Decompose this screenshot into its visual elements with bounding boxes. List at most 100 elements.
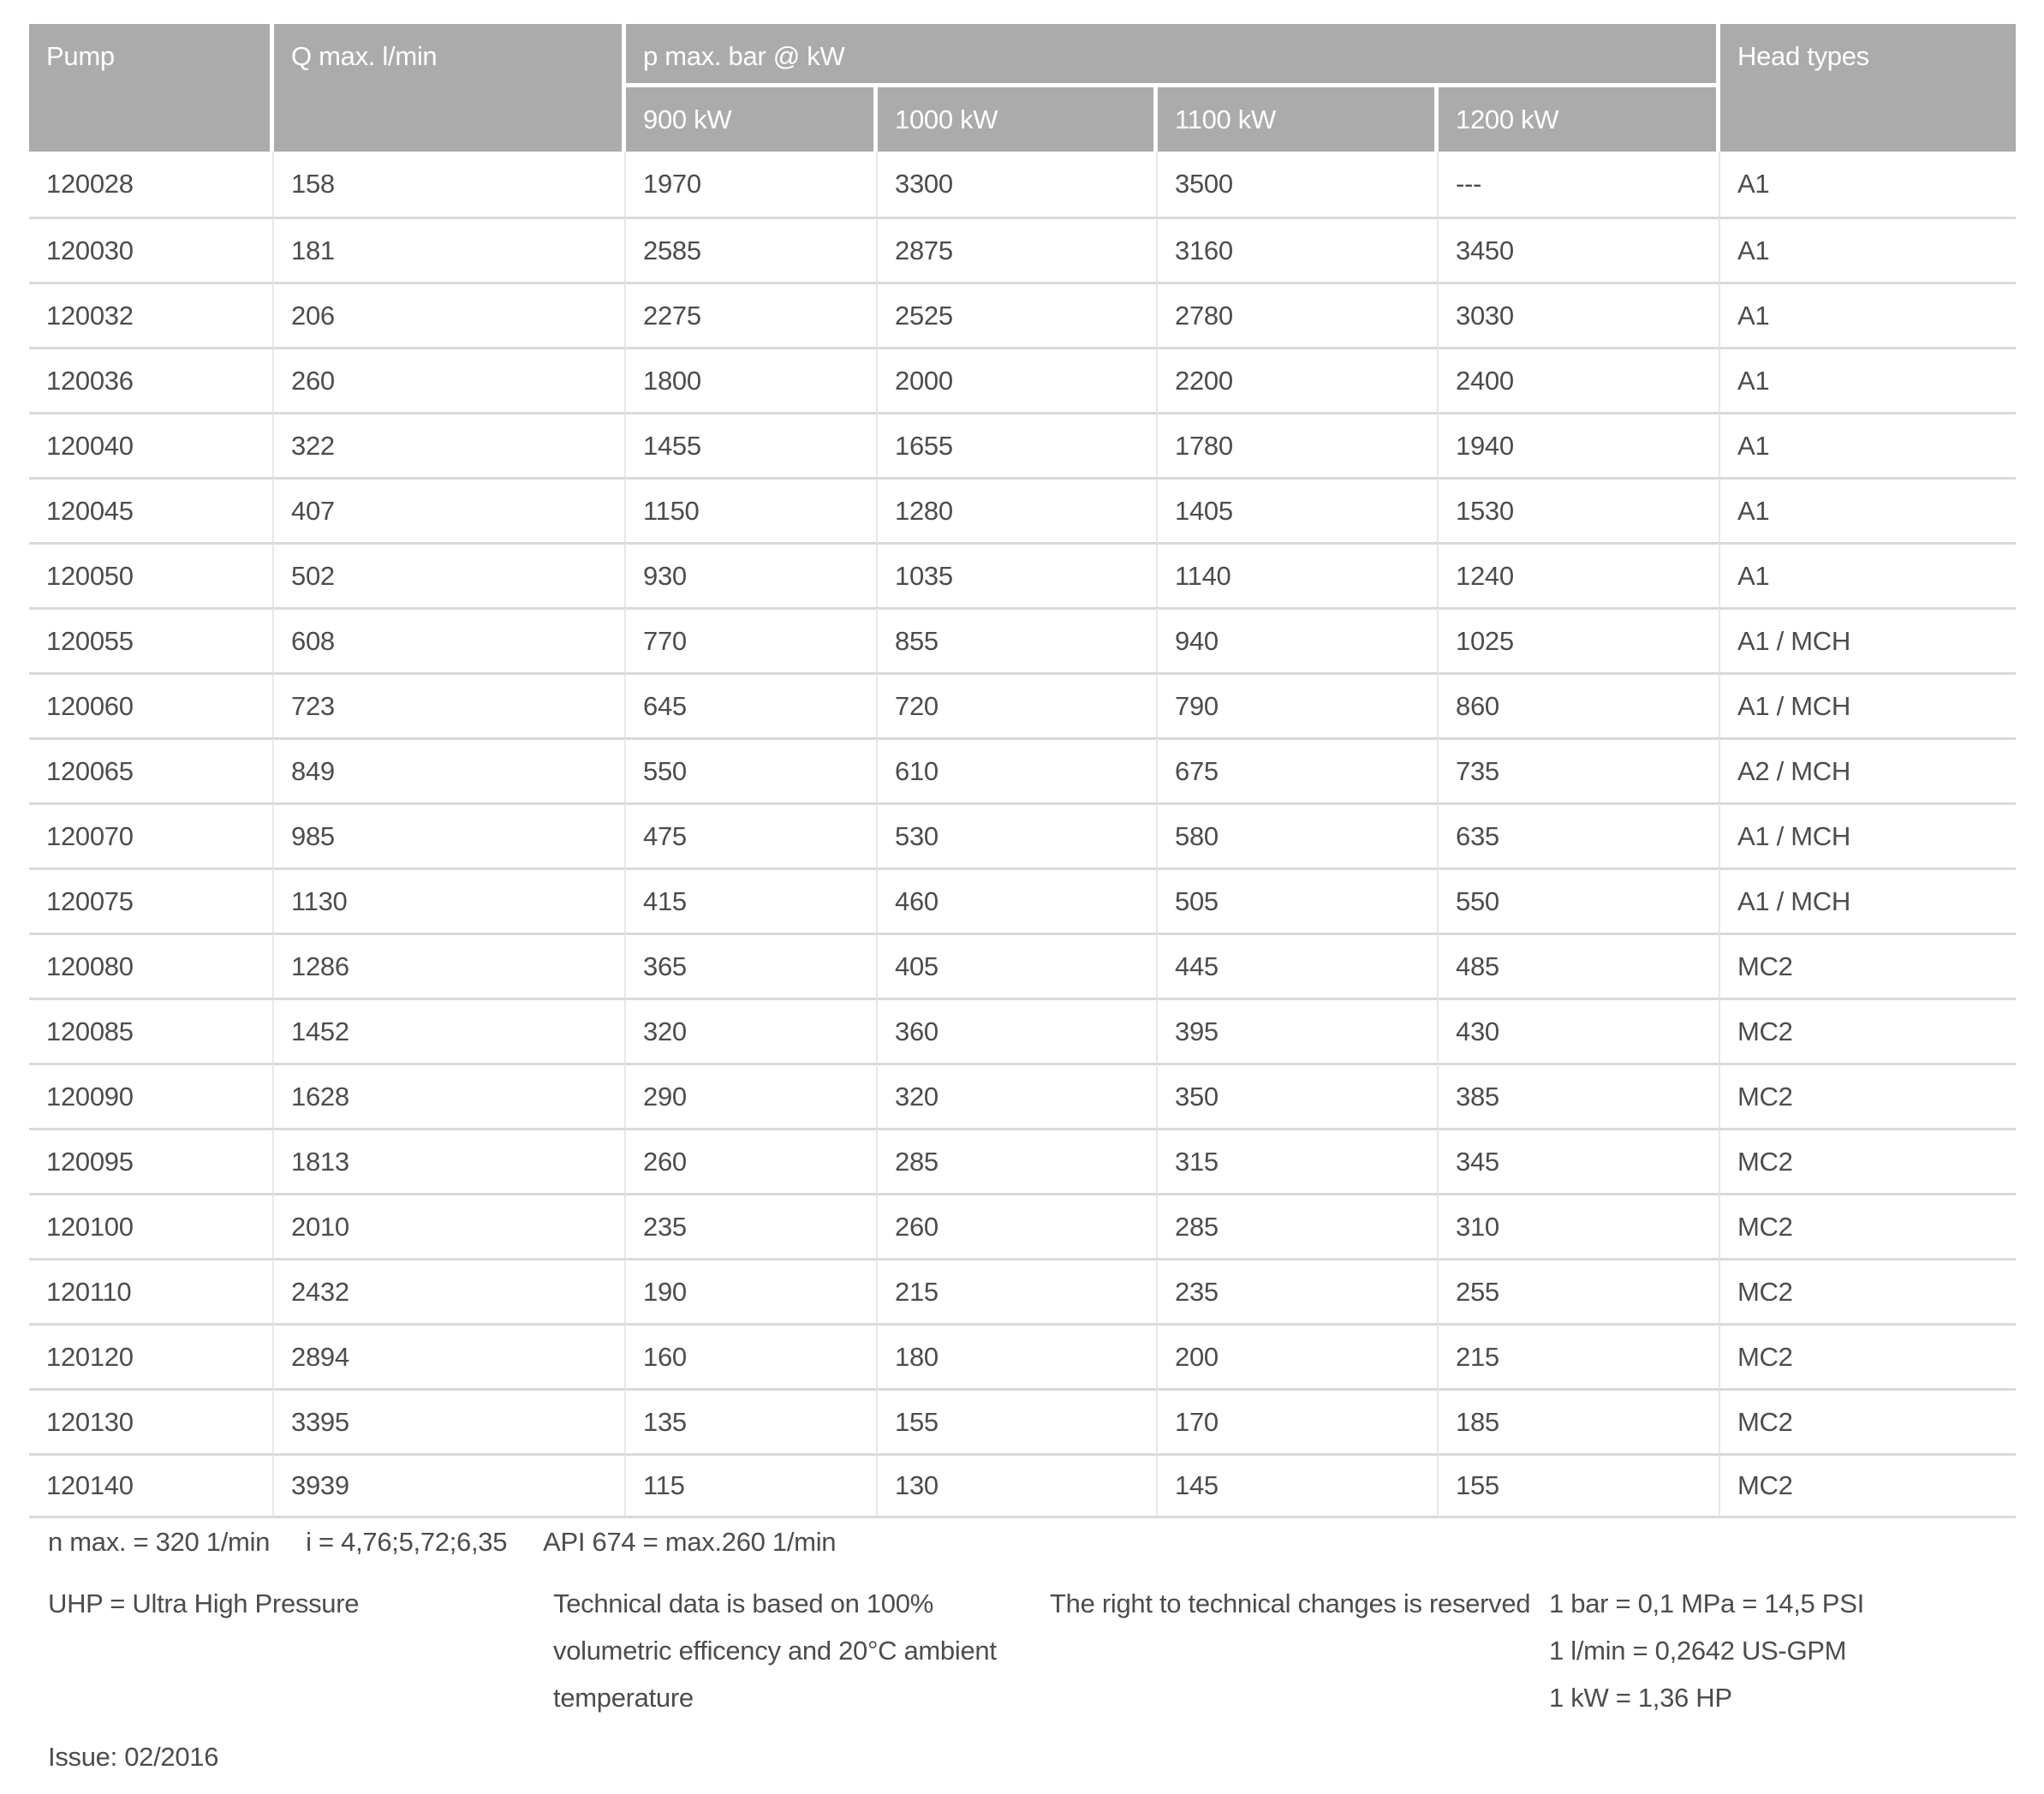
cell-p1200: 1240	[1439, 542, 1721, 607]
column-header-1100kw: 1100 kW	[1158, 87, 1439, 152]
cell-pump: 120120	[29, 1323, 274, 1388]
cell-p900: 2275	[626, 282, 878, 347]
cell-p1100: 675	[1158, 737, 1439, 802]
cell-pump: 120030	[29, 217, 274, 282]
cell-q: 1286	[274, 933, 626, 998]
cell-p1200: 385	[1439, 1063, 1721, 1128]
cell-pump: 120055	[29, 607, 274, 672]
cell-q: 181	[274, 217, 626, 282]
cell-p900: 1970	[626, 152, 878, 217]
column-header-pump: Pump	[29, 24, 274, 152]
table-row: 120130 3395 135 155 170 185 MC2	[29, 1388, 2017, 1453]
cell-p1100: 790	[1158, 672, 1439, 737]
table-row: 120028 158 1970 3300 3500 --- A1	[29, 152, 2016, 217]
cell-p1200: 215	[1439, 1323, 1721, 1388]
cell-pump: 120110	[29, 1258, 274, 1323]
technical-basis-line: temperature	[553, 1683, 694, 1713]
cell-p1100: 350	[1158, 1063, 1439, 1128]
cell-q: 1628	[274, 1063, 626, 1128]
cell-p1000: 180	[878, 1323, 1158, 1388]
cell-pump: 120028	[29, 152, 274, 217]
cell-p900: 475	[626, 802, 878, 867]
cell-p900: 365	[626, 933, 878, 998]
cell-p900: 415	[626, 867, 878, 933]
cell-head: A1	[1720, 217, 2017, 282]
cell-q: 158	[274, 152, 626, 217]
cell-head: MC2	[1720, 933, 2017, 998]
cell-head: MC2	[1720, 998, 2017, 1063]
technical-basis-line: volumetric efficency and 20°C ambient	[553, 1636, 997, 1666]
cell-p1000: 460	[878, 867, 1158, 933]
table-row: 120065 849 550 610 675 735 A2 / MCH	[29, 737, 2017, 802]
cell-p1000: 130	[878, 1453, 1158, 1518]
cell-p1200: 550	[1439, 867, 1721, 933]
cell-p1000: 1280	[878, 477, 1158, 542]
cell-p1000: 2000	[878, 347, 1158, 412]
table-row: 120140 3939 115 130 145 155 MC2	[29, 1453, 2017, 1518]
cell-p1000: 2875	[878, 217, 1158, 282]
cell-p1100: 1405	[1158, 477, 1439, 542]
cell-p900: 260	[626, 1128, 878, 1193]
cell-q: 206	[274, 282, 626, 347]
pump-spec-table: Pump Q max. l/min p max. bar @ kW Head t…	[29, 24, 2017, 1518]
cell-p1000: 360	[878, 998, 1158, 1063]
table-row: 120070 985 475 530 580 635 A1 / MCH	[29, 802, 2017, 867]
table-row: 120045 407 1150 1280 1405 1530 A1	[29, 477, 2017, 542]
cell-pump: 120085	[29, 998, 274, 1063]
cell-head: A1	[1720, 282, 2017, 347]
cell-pump: 120090	[29, 1063, 274, 1128]
table-row: 120100 2010 235 260 285 310 MC2	[29, 1193, 2017, 1258]
cell-head: MC2	[1720, 1453, 2017, 1518]
cell-p1100: 200	[1158, 1323, 1439, 1388]
cell-head: A1	[1720, 412, 2017, 477]
column-header-q-max: Q max. l/min	[274, 24, 626, 152]
table-row: 120060 723 645 720 790 860 A1 / MCH	[29, 672, 2017, 737]
table-row: 120120 2894 160 180 200 215 MC2	[29, 1323, 2017, 1388]
cell-pump: 120095	[29, 1128, 274, 1193]
cell-p900: 930	[626, 542, 878, 607]
cell-head: A1	[1720, 347, 2017, 412]
footnote-line: n max. = 320 1/min i = 4,76;5,72;6,35 AP…	[48, 1527, 2044, 1558]
cell-head: MC2	[1720, 1193, 2017, 1258]
cell-p900: 770	[626, 607, 878, 672]
technical-basis-line: Technical data is based on 100%	[553, 1588, 933, 1618]
cell-p1100: 145	[1158, 1453, 1439, 1518]
footer-notes: UHP = Ultra High Pressure Technical data…	[48, 1580, 2044, 1721]
cell-head: MC2	[1720, 1063, 2017, 1128]
cell-q: 723	[274, 672, 626, 737]
cell-p900: 645	[626, 672, 878, 737]
table-row: 120085 1452 320 360 395 430 MC2	[29, 998, 2017, 1063]
cell-p1200: 185	[1439, 1388, 1721, 1453]
cell-p1200: 310	[1439, 1193, 1721, 1258]
column-header-1200kw: 1200 kW	[1439, 87, 1721, 152]
cell-p1200: 1025	[1439, 607, 1721, 672]
cell-p900: 135	[626, 1388, 878, 1453]
cell-p1000: 215	[878, 1258, 1158, 1323]
issue-label: Issue: 02/2016	[48, 1742, 219, 1772]
cell-p900: 1800	[626, 347, 878, 412]
cell-p900: 190	[626, 1258, 878, 1323]
cell-pump: 120032	[29, 282, 274, 347]
cell-head: MC2	[1720, 1258, 2017, 1323]
cell-pump: 120060	[29, 672, 274, 737]
cell-q: 3395	[274, 1388, 626, 1453]
cell-head: A1	[1720, 477, 2017, 542]
cell-p1000: 405	[878, 933, 1158, 998]
cell-p1100: 285	[1158, 1193, 1439, 1258]
cell-head: A1 / MCH	[1720, 672, 2017, 737]
table-row: 120090 1628 290 320 350 385 MC2	[29, 1063, 2017, 1128]
cell-pump: 120080	[29, 933, 274, 998]
cell-p1200: 3030	[1439, 282, 1721, 347]
cell-pump: 120075	[29, 867, 274, 933]
cell-p900: 550	[626, 737, 878, 802]
conversion-line: 1 bar = 0,1 MPa = 14,5 PSI	[1549, 1588, 1864, 1618]
table-row: 120036 260 1800 2000 2200 2400 A1	[29, 347, 2017, 412]
cell-q: 1813	[274, 1128, 626, 1193]
cell-p1200: 1940	[1439, 412, 1721, 477]
cell-head: MC2	[1720, 1128, 2017, 1193]
cell-p900: 320	[626, 998, 878, 1063]
cell-head: MC2	[1720, 1323, 2017, 1388]
cell-p900: 290	[626, 1063, 878, 1128]
cell-p900: 2585	[626, 217, 878, 282]
